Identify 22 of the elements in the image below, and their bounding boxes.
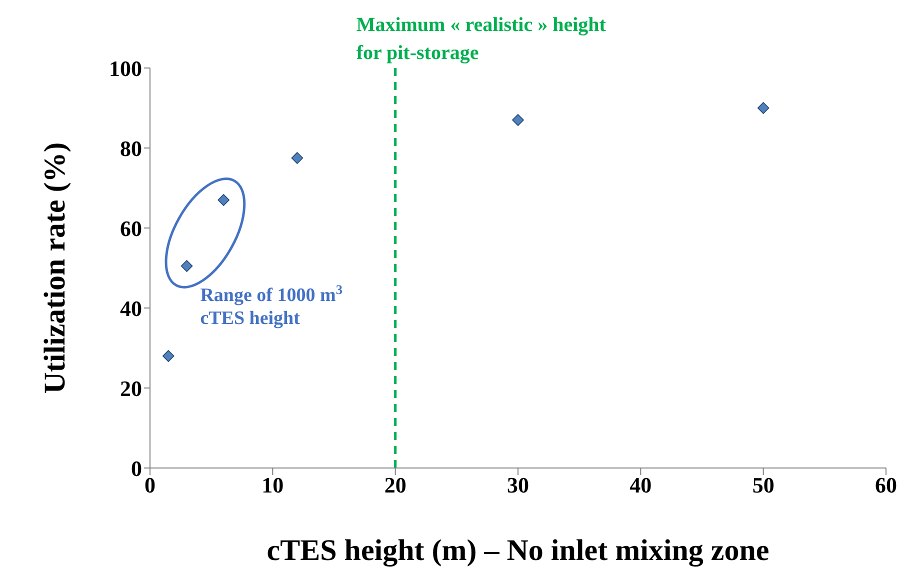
x-tick-label: 10	[262, 472, 284, 498]
x-tick-label: 60	[875, 472, 897, 498]
point	[757, 102, 770, 114]
text: Range of 1000 m$^{3}$ cTES height	[200, 282, 342, 329]
y-tick-label: 100	[109, 56, 142, 81]
y-tick-label: 20	[120, 376, 142, 401]
y-axis-title: Utilization rate (%)	[38, 142, 72, 394]
x-tick-label: 30	[507, 472, 529, 498]
y-tick-label: 0	[131, 456, 142, 481]
x-tick-label: 50	[752, 472, 774, 498]
y-tick-label: 80	[120, 136, 142, 161]
x-tick-label: 20	[384, 472, 406, 498]
x-tick-label: 40	[630, 472, 652, 498]
point	[218, 194, 230, 206]
point	[512, 114, 524, 126]
ref-line-label: Maximum « realistic » height for pit-storage	[356, 14, 606, 64]
point	[162, 350, 174, 362]
y-tick-label: 40	[120, 296, 142, 321]
point	[180, 260, 193, 272]
x-axis-title: cTES height (m) – No inlet mixing zone	[266, 534, 770, 567]
y-tick-label: 60	[120, 216, 142, 241]
point	[291, 152, 304, 164]
